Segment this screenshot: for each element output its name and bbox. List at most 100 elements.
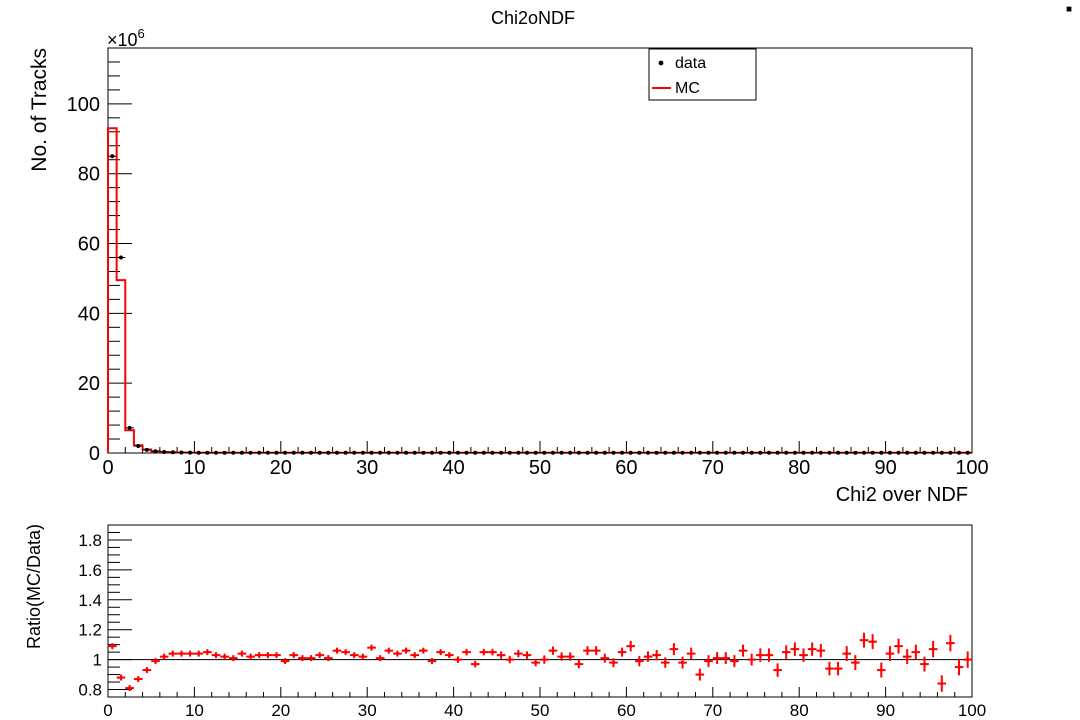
ratio-point xyxy=(395,652,400,656)
x-tick-label: 90 xyxy=(874,457,896,479)
x-tick-label: 30 xyxy=(356,457,378,479)
ratio-y-tick-label: 1.6 xyxy=(78,561,102,580)
ratio-point xyxy=(655,653,659,657)
data-point xyxy=(905,450,910,455)
ratio-point xyxy=(214,653,218,657)
y-tick-label: 0 xyxy=(89,443,100,465)
ratio-point xyxy=(490,650,495,654)
ratio-point xyxy=(205,650,209,654)
data-point xyxy=(499,450,504,455)
ratio-point xyxy=(413,653,417,657)
ratio-point xyxy=(646,655,650,659)
data-point xyxy=(671,450,676,455)
x-tick-label: 80 xyxy=(788,457,810,479)
ratio-point xyxy=(145,668,149,672)
ratio-point xyxy=(698,672,702,677)
ratio-point xyxy=(741,649,745,653)
data-point xyxy=(412,450,417,455)
x-tick-label: 0 xyxy=(102,457,113,479)
data-point xyxy=(663,450,668,455)
ratio-point xyxy=(188,652,192,656)
data-point xyxy=(939,450,944,455)
ratio-x-tick-label: 70 xyxy=(703,701,722,720)
ratio-x-tick-label: 60 xyxy=(617,701,636,720)
ratio-y-tick-label: 1.8 xyxy=(78,531,102,550)
ratio-point xyxy=(896,644,901,648)
ratio-point xyxy=(387,649,391,653)
data-point xyxy=(533,450,538,455)
y-tick-label: 40 xyxy=(78,303,100,325)
data-point xyxy=(775,450,780,455)
ratio-x-tick-label: 100 xyxy=(958,701,986,720)
ratio-x-tick-label: 10 xyxy=(185,701,204,720)
ratio-point xyxy=(732,659,737,663)
data-point xyxy=(646,450,650,455)
ratio-point xyxy=(620,650,624,654)
data-point xyxy=(464,450,469,455)
ratio-point xyxy=(171,652,175,656)
y-tick-label: 20 xyxy=(78,373,100,395)
ratio-point xyxy=(352,653,356,657)
data-point xyxy=(360,450,365,455)
data-point xyxy=(550,450,555,455)
data-point xyxy=(490,450,495,455)
ratio-point xyxy=(430,659,434,663)
y-tick-label: 100 xyxy=(67,94,100,116)
ratio-point xyxy=(136,677,140,681)
data-point xyxy=(239,450,244,455)
ratio-point xyxy=(439,650,443,654)
data-point xyxy=(680,450,685,455)
ratio-point xyxy=(819,649,823,653)
data-point xyxy=(559,450,564,455)
data-point xyxy=(334,450,339,455)
ratio-point xyxy=(680,661,685,665)
data-point xyxy=(421,450,426,455)
data-point xyxy=(481,450,486,455)
y-multiplier-base: ×10 xyxy=(107,30,138,50)
ratio-point xyxy=(689,652,693,656)
data-point xyxy=(300,450,305,455)
data-point xyxy=(654,450,659,455)
ratio-y-tick-label: 0.8 xyxy=(78,681,102,700)
ratio-point xyxy=(464,650,469,654)
ratio-y-axis-label: Ratio(MC/Data) xyxy=(24,524,44,649)
ratio-x-tick-label: 30 xyxy=(358,701,377,720)
ratio-point xyxy=(257,653,261,657)
ratio-point xyxy=(957,665,961,669)
ratio-point xyxy=(223,655,227,659)
data-point xyxy=(620,450,625,455)
data-point xyxy=(404,450,409,455)
ratio-point xyxy=(162,655,166,659)
ratio-point xyxy=(784,650,788,654)
ratio-point xyxy=(758,653,762,657)
data-point xyxy=(853,450,858,455)
data-point xyxy=(507,450,512,455)
ratio-point xyxy=(560,655,564,659)
ratio-y-tick-label: 1 xyxy=(93,651,102,670)
ratio-point xyxy=(637,659,641,663)
ratio-point xyxy=(456,658,460,662)
data-point xyxy=(525,450,530,455)
ratio-panel: 0.811.21.41.61.8 0 10 20 30 40 50 60 70 80 90 100 … xyxy=(24,524,986,720)
data-point xyxy=(810,450,815,455)
data-point xyxy=(153,449,158,454)
ratio-point xyxy=(153,659,158,663)
ratio-point xyxy=(318,653,322,657)
legend-mc-label: MC xyxy=(675,80,700,97)
ratio-point xyxy=(344,650,348,654)
data-point xyxy=(369,450,374,455)
data-point xyxy=(516,450,521,455)
ratio-point xyxy=(672,647,676,651)
data-point xyxy=(343,450,348,455)
ratio-point xyxy=(240,652,244,656)
ratio-y-tick-label: 1.4 xyxy=(78,591,102,610)
y-tick-label: 80 xyxy=(78,164,100,186)
ratio-point xyxy=(905,655,909,659)
ratio-point xyxy=(300,656,304,660)
legend-data-marker xyxy=(658,60,664,66)
data-point xyxy=(170,450,175,455)
x-tick-label: 70 xyxy=(702,457,724,479)
data-point xyxy=(602,450,607,455)
ratio-point xyxy=(801,653,806,657)
ratio-x-tick-label: 50 xyxy=(531,701,550,720)
